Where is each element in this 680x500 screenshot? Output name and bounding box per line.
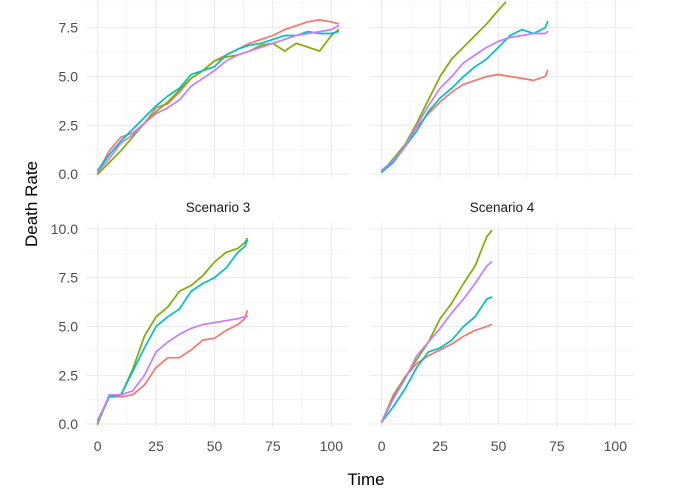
y-tick-label: 2.5 — [59, 367, 79, 383]
y-tick-label: 0.0 — [59, 416, 79, 432]
facet-strip-label: Scenario 4 — [470, 200, 535, 215]
series-line — [96, 239, 249, 422]
facet-panel: Scenario 3 0.0 2.5 5.0 7.5 10.0 0 25 50 75 100 — [51, 200, 350, 454]
series-line — [96, 310, 249, 423]
series-line — [380, 323, 493, 423]
x-tick-label: 75 — [265, 438, 281, 454]
y-tick-label: 5.0 — [59, 68, 79, 84]
x-tick-label: 50 — [491, 438, 507, 454]
y-tick-label: 2.5 — [59, 117, 79, 133]
x-axis-title: Time — [347, 470, 384, 489]
series-line — [380, 1, 507, 173]
x-tick-label: 50 — [207, 438, 223, 454]
facet-panel — [370, 0, 634, 178]
series-line — [380, 69, 549, 173]
y-tick-label: 10.0 — [51, 221, 78, 237]
y-tick-label: 7.5 — [59, 270, 79, 286]
facet-panel: 0.0 2.5 5.0 7.5 — [59, 0, 350, 182]
x-tick-label: 25 — [432, 438, 448, 454]
x-tick-label: 25 — [148, 438, 164, 454]
panels-layer: 0.0 2.5 5.0 7.5 Scenario 3 0.0 2.5 5.0 7.5 10.0 0 2… — [51, 0, 634, 454]
x-tick-label: 0 — [378, 438, 386, 454]
x-tick-label: 75 — [549, 438, 565, 454]
series-line — [96, 24, 340, 173]
series-line — [380, 296, 493, 423]
y-tick-label: 0.0 — [59, 166, 79, 182]
facet-strip-label: Scenario 3 — [186, 200, 251, 215]
series-line — [96, 30, 340, 172]
y-tick-label: 5.0 — [59, 318, 79, 334]
series-line — [380, 229, 493, 423]
series-line — [380, 261, 493, 423]
y-tick-label: 7.5 — [59, 20, 79, 36]
x-tick-label: 0 — [94, 438, 102, 454]
facet-panel: Scenario 4 0 25 50 75 100 — [370, 200, 634, 454]
series-line — [380, 30, 549, 172]
series-line — [380, 20, 549, 173]
series-line — [96, 315, 249, 423]
x-tick-label: 100 — [320, 438, 344, 454]
y-axis-title: Death Rate — [22, 161, 41, 247]
x-tick-label: 100 — [604, 438, 628, 454]
